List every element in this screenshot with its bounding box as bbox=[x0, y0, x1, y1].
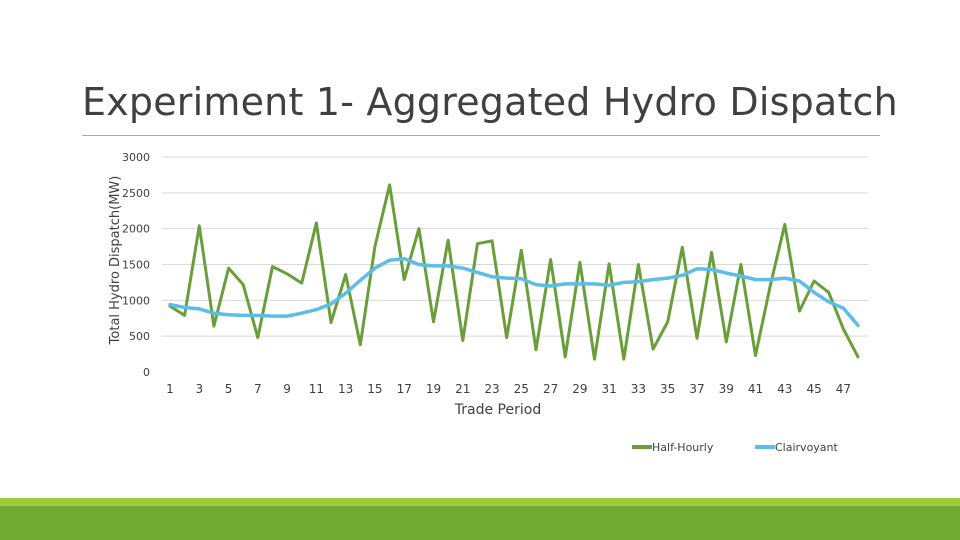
footer-band-dark bbox=[0, 506, 960, 540]
legend-label-half-hourly: Half-Hourly bbox=[652, 441, 714, 454]
x-tick-label: 45 bbox=[806, 382, 821, 396]
x-tick-label: 17 bbox=[397, 382, 412, 396]
y-axis-ticks: 0 500 1000 1500 2000 2500 3000 bbox=[122, 151, 150, 379]
x-tick-label: 19 bbox=[426, 382, 441, 396]
legend: Half-Hourly Clairvoyant bbox=[632, 441, 839, 454]
legend-label-clairvoyant: Clairvoyant bbox=[775, 441, 839, 454]
x-tick-label: 31 bbox=[602, 382, 617, 396]
y-tick-label: 0 bbox=[143, 366, 150, 379]
y-tick-label: 3000 bbox=[122, 151, 150, 164]
x-tick-label: 21 bbox=[455, 382, 470, 396]
x-tick-label: 3 bbox=[195, 382, 203, 396]
slide-title: Experiment 1- Aggregated Hydro Dispatch bbox=[82, 80, 898, 124]
x-tick-label: 33 bbox=[631, 382, 646, 396]
x-tick-label: 39 bbox=[719, 382, 734, 396]
x-tick-label: 1 bbox=[166, 382, 174, 396]
x-axis-label: Trade Period bbox=[454, 402, 541, 418]
series-line-half-hourly bbox=[168, 183, 860, 361]
x-tick-label: 5 bbox=[225, 382, 233, 396]
y-axis-label: Total Hydro Dispatch(MW) bbox=[108, 176, 123, 346]
x-tick-label: 43 bbox=[777, 382, 792, 396]
y-tick-label: 1500 bbox=[122, 259, 150, 272]
x-tick-label: 47 bbox=[836, 382, 851, 396]
series-lines bbox=[168, 183, 860, 361]
title-divider bbox=[82, 135, 880, 136]
y-tick-label: 2500 bbox=[122, 187, 150, 200]
x-tick-label: 27 bbox=[543, 382, 558, 396]
y-tick-label: 500 bbox=[129, 330, 150, 343]
gridlines bbox=[162, 156, 868, 337]
x-tick-label: 23 bbox=[484, 382, 499, 396]
x-tick-label: 13 bbox=[338, 382, 353, 396]
x-tick-label: 37 bbox=[689, 382, 704, 396]
y-tick-label: 1000 bbox=[122, 294, 150, 307]
x-tick-label: 25 bbox=[514, 382, 529, 396]
footer-band-light bbox=[0, 498, 960, 506]
x-tick-label: 35 bbox=[660, 382, 675, 396]
x-axis-ticks: 1 3 5 7 9 11 13 15 17 19 21 23 25 27 29 31 33 35 37 39 41 43 4… bbox=[166, 382, 851, 396]
series-line-clairvoyant bbox=[168, 257, 860, 328]
x-tick-label: 11 bbox=[309, 382, 324, 396]
x-tick-label: 7 bbox=[254, 382, 262, 396]
y-tick-label: 2000 bbox=[122, 223, 150, 236]
x-tick-label: 9 bbox=[283, 382, 291, 396]
x-tick-label: 29 bbox=[572, 382, 587, 396]
x-tick-label: 15 bbox=[367, 382, 382, 396]
x-tick-label: 41 bbox=[748, 382, 763, 396]
